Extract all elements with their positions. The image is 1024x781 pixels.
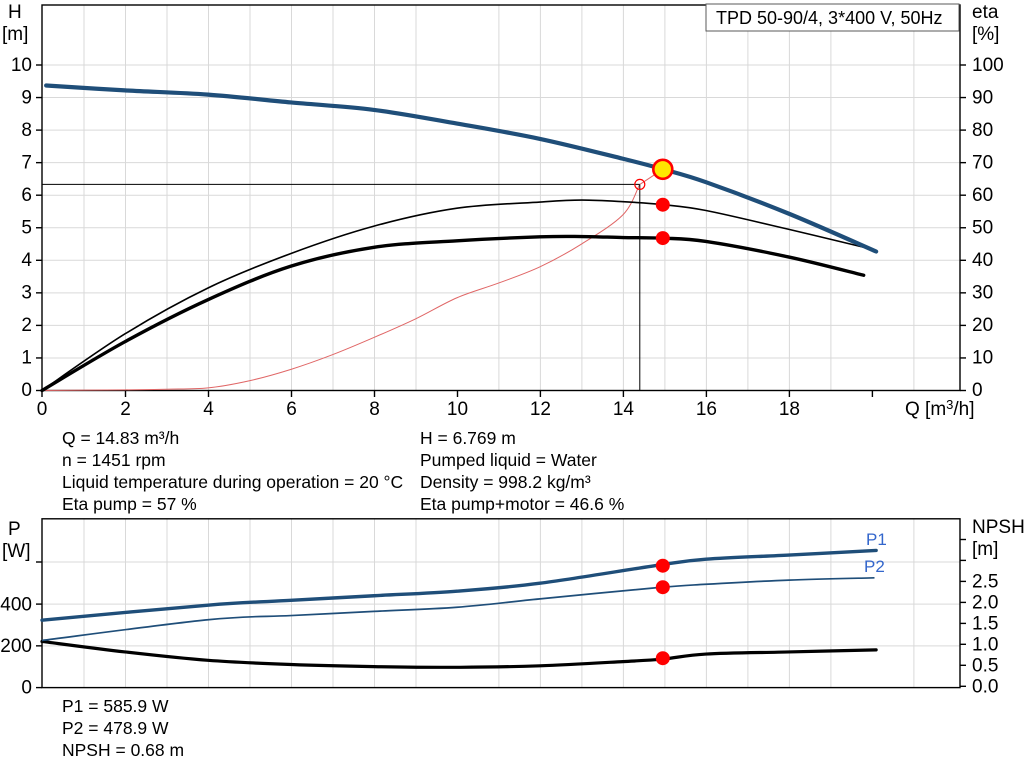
svg-text:P: P bbox=[8, 519, 21, 540]
svg-text:4: 4 bbox=[21, 250, 32, 271]
svg-text:Pumped liquid = Water: Pumped liquid = Water bbox=[420, 450, 597, 470]
svg-text:n = 1451 rpm: n = 1451 rpm bbox=[62, 450, 166, 470]
svg-text:18: 18 bbox=[779, 399, 800, 420]
svg-text:0: 0 bbox=[972, 380, 983, 401]
svg-text:NPSH = 0.68 m: NPSH = 0.68 m bbox=[62, 740, 184, 760]
svg-text:100: 100 bbox=[972, 55, 1004, 76]
svg-text:1.0: 1.0 bbox=[972, 634, 998, 655]
svg-text:10: 10 bbox=[11, 55, 32, 76]
svg-text:Density = 998.2 kg/m³: Density = 998.2 kg/m³ bbox=[420, 472, 591, 492]
svg-text:[%]: [%] bbox=[972, 24, 999, 45]
svg-text:TPD 50-90/4, 3*400 V, 50Hz: TPD 50-90/4, 3*400 V, 50Hz bbox=[716, 8, 942, 28]
svg-text:7: 7 bbox=[21, 153, 32, 174]
svg-text:50: 50 bbox=[972, 218, 993, 239]
svg-text:14: 14 bbox=[613, 399, 635, 420]
svg-text:10: 10 bbox=[447, 399, 468, 420]
svg-text:[m]: [m] bbox=[972, 539, 998, 560]
svg-text:NPSH: NPSH bbox=[972, 517, 1024, 538]
svg-text:4: 4 bbox=[203, 399, 214, 420]
svg-text:0: 0 bbox=[21, 678, 32, 699]
svg-text:60: 60 bbox=[972, 185, 993, 206]
svg-text:8: 8 bbox=[369, 399, 380, 420]
svg-text:1: 1 bbox=[21, 348, 32, 369]
svg-text:2.5: 2.5 bbox=[972, 571, 998, 592]
svg-text:P2: P2 bbox=[864, 557, 885, 576]
svg-text:Q [m3/h]: Q [m3/h] bbox=[905, 397, 975, 420]
svg-text:70: 70 bbox=[972, 153, 993, 174]
svg-text:40: 40 bbox=[972, 250, 993, 271]
svg-text:[W]: [W] bbox=[2, 541, 31, 562]
svg-text:2.0: 2.0 bbox=[972, 592, 998, 613]
svg-text:1.5: 1.5 bbox=[972, 613, 998, 634]
svg-text:0: 0 bbox=[37, 399, 48, 420]
svg-text:Q = 14.83 m³/h: Q = 14.83 m³/h bbox=[62, 428, 179, 448]
svg-text:16: 16 bbox=[696, 399, 717, 420]
svg-text:8: 8 bbox=[21, 120, 32, 141]
svg-text:20: 20 bbox=[972, 315, 993, 336]
svg-text:H = 6.769 m: H = 6.769 m bbox=[420, 428, 516, 448]
svg-text:Eta pump+motor = 46.6 %: Eta pump+motor = 46.6 % bbox=[420, 494, 624, 514]
svg-text:3: 3 bbox=[21, 283, 32, 304]
svg-text:H: H bbox=[8, 2, 22, 23]
svg-text:0: 0 bbox=[21, 380, 32, 401]
svg-text:2: 2 bbox=[21, 315, 32, 336]
svg-text:80: 80 bbox=[972, 120, 993, 141]
svg-text:5: 5 bbox=[21, 218, 32, 239]
svg-text:6: 6 bbox=[286, 399, 297, 420]
svg-text:6: 6 bbox=[21, 185, 32, 206]
svg-text:400: 400 bbox=[0, 595, 32, 616]
svg-text:Liquid temperature during oper: Liquid temperature during operation = 20… bbox=[62, 472, 403, 492]
svg-text:0.0: 0.0 bbox=[972, 676, 998, 697]
svg-text:30: 30 bbox=[972, 283, 993, 304]
svg-text:[m]: [m] bbox=[2, 24, 28, 45]
svg-text:Eta pump = 57 %: Eta pump = 57 % bbox=[62, 494, 197, 514]
svg-text:12: 12 bbox=[530, 399, 551, 420]
svg-text:0.5: 0.5 bbox=[972, 655, 998, 676]
svg-text:P1: P1 bbox=[866, 530, 887, 549]
svg-text:90: 90 bbox=[972, 88, 993, 109]
svg-text:10: 10 bbox=[972, 348, 993, 369]
svg-text:P2 = 478.9 W: P2 = 478.9 W bbox=[62, 718, 169, 738]
svg-text:P1 = 585.9 W: P1 = 585.9 W bbox=[62, 696, 169, 716]
svg-text:9: 9 bbox=[21, 88, 32, 109]
svg-text:200: 200 bbox=[0, 636, 32, 657]
svg-text:eta: eta bbox=[972, 2, 999, 23]
svg-text:2: 2 bbox=[120, 399, 131, 420]
